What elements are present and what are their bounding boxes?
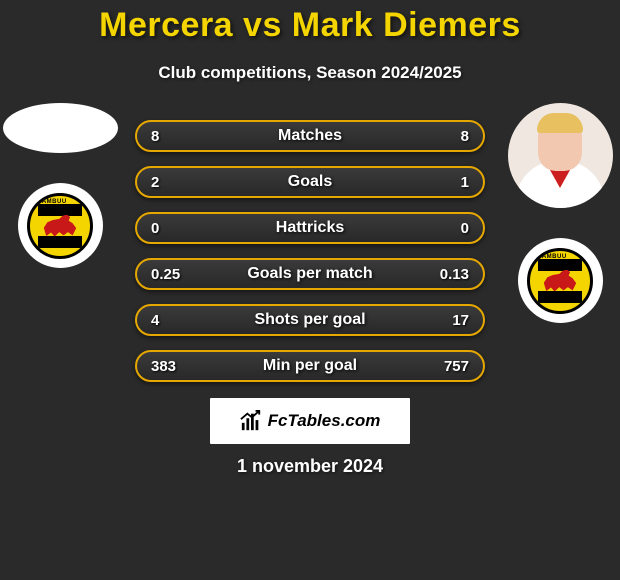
stat-value-left: 4 [151, 312, 191, 329]
player2-club-badge: C CAMBUU [518, 238, 603, 323]
stats-table: 8 Matches 8 2 Goals 1 0 Hattricks 0 0.25 Goals per… [135, 120, 485, 396]
player1-avatar-placeholder [3, 103, 118, 153]
stat-row: 2 Goals 1 [135, 166, 485, 198]
stat-value-left: 2 [151, 174, 191, 191]
club-crest-icon: C CAMBUU [527, 248, 593, 314]
right-column: C CAMBUU [500, 103, 620, 323]
comparison-subtitle: Club competitions, Season 2024/2025 [0, 63, 620, 83]
stat-value-right: 757 [429, 358, 469, 375]
branding-badge: FcTables.com [210, 398, 410, 444]
player1-club-badge: C CAMBUU [18, 183, 103, 268]
stat-label: Min per goal [263, 357, 357, 375]
stat-value-left: 0 [151, 220, 191, 237]
stat-label: Hattricks [276, 219, 344, 237]
stat-value-left: 8 [151, 128, 191, 145]
comparison-title: Mercera vs Mark Diemers [0, 0, 620, 45]
club-horse-icon [42, 215, 78, 237]
stat-row: 4 Shots per goal 17 [135, 304, 485, 336]
stat-label: Goals [288, 173, 332, 191]
stat-value-left: 383 [151, 358, 191, 375]
club-horse-icon [542, 270, 578, 292]
stat-value-right: 17 [429, 312, 469, 329]
left-column: C CAMBUU [0, 103, 120, 268]
snapshot-date: 1 november 2024 [0, 456, 620, 477]
stat-row: 0 Hattricks 0 [135, 212, 485, 244]
stat-label: Goals per match [247, 265, 372, 283]
stat-value-right: 0 [429, 220, 469, 237]
chart-icon [240, 410, 262, 432]
player2-avatar [508, 103, 613, 208]
stat-row: 0.25 Goals per match 0.13 [135, 258, 485, 290]
branding-text: FcTables.com [268, 411, 381, 431]
stat-value-right: 8 [429, 128, 469, 145]
stat-value-right: 0.13 [429, 266, 469, 283]
stat-row: 8 Matches 8 [135, 120, 485, 152]
stat-row: 383 Min per goal 757 [135, 350, 485, 382]
club-crest-text: C CAMBUU [30, 199, 67, 205]
stat-value-right: 1 [429, 174, 469, 191]
club-crest-icon: C CAMBUU [27, 193, 93, 259]
stat-value-left: 0.25 [151, 266, 191, 283]
stat-label: Shots per goal [254, 311, 365, 329]
stat-label: Matches [278, 127, 342, 145]
club-crest-text: C CAMBUU [530, 254, 567, 260]
